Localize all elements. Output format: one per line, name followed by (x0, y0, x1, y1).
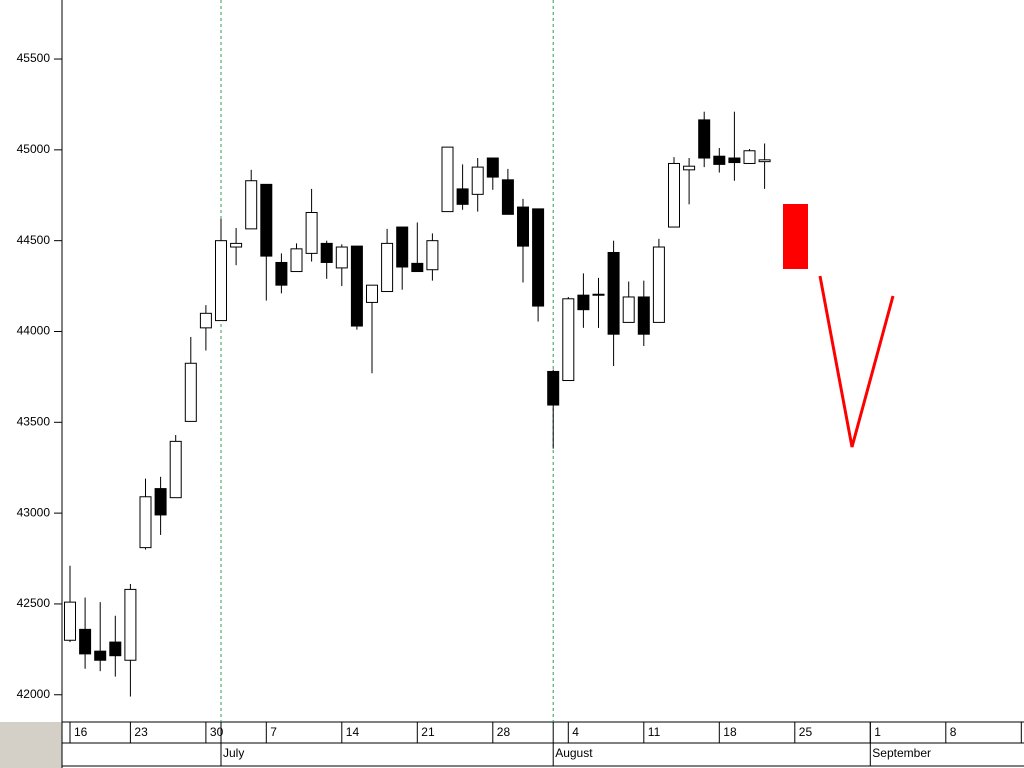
x-tick-label: 28 (497, 725, 511, 739)
candle-body (577, 294, 590, 311)
y-tick-label: 44000 (17, 324, 51, 338)
candle-body (501, 179, 514, 215)
month-label: September (872, 746, 931, 760)
candle-body (668, 162, 680, 228)
candle-body (758, 159, 771, 163)
candle-body (441, 146, 454, 213)
candle-body (683, 165, 696, 171)
candle-body (652, 246, 665, 323)
candle-body (426, 240, 439, 271)
y-tick-label: 45000 (17, 142, 51, 156)
candle-body (79, 628, 92, 655)
candle-body (607, 251, 620, 335)
x-tick-label: 16 (74, 725, 88, 739)
candle-body (486, 157, 499, 178)
candle-body (245, 180, 258, 230)
x-tick-label: 11 (648, 725, 661, 739)
candle-body (562, 298, 575, 382)
x-tick-label: 4 (572, 725, 579, 739)
annotation-line (818, 275, 895, 448)
candle-body (215, 240, 227, 322)
annotation-box (783, 204, 808, 269)
y-tick-label: 45500 (17, 51, 51, 65)
y-tick-label: 42000 (17, 687, 51, 701)
candle-body (728, 157, 741, 164)
candle-body (411, 262, 424, 273)
x-tick-label: 30 (210, 725, 224, 739)
candle-body (184, 362, 197, 422)
x-tick-label: 23 (134, 725, 148, 739)
candle-body (532, 208, 545, 307)
candle-body (335, 246, 348, 269)
candle-body (381, 242, 394, 293)
candle-body (124, 588, 137, 661)
candle-body (396, 226, 409, 268)
candle-body (154, 488, 167, 516)
candle-body (109, 641, 122, 657)
candle-body (471, 166, 484, 195)
corner (0, 722, 62, 768)
x-tick-label: 14 (346, 725, 360, 739)
candle-body (637, 296, 650, 335)
x-tick-label: 21 (421, 725, 435, 739)
x-tick-label: 7 (270, 725, 277, 739)
candle-body (456, 188, 469, 205)
y-tick-label: 43000 (17, 505, 51, 519)
candle-body (698, 119, 711, 159)
candle-body (260, 183, 273, 257)
candle-body (743, 150, 756, 164)
month-label: August (555, 746, 593, 760)
y-tick-label: 44500 (17, 233, 51, 247)
candle-body (320, 242, 333, 263)
candle-body (517, 206, 529, 247)
x-tick-label: 8 (950, 725, 957, 739)
candle-body (622, 296, 635, 323)
candle-body (230, 242, 243, 248)
x-tick-label: 25 (799, 725, 813, 739)
candle-body (290, 248, 303, 273)
candle-body (169, 440, 182, 499)
month-label: July (223, 746, 244, 760)
candle-body (350, 245, 363, 327)
x-tick-label: 18 (723, 725, 737, 739)
candle-body (547, 370, 560, 406)
y-tick-label: 43500 (17, 414, 51, 428)
candle-body (275, 261, 288, 286)
candle-body (139, 496, 152, 549)
candle-body (64, 601, 76, 641)
y-tick-label: 42500 (17, 596, 51, 610)
candle-body (713, 155, 726, 165)
candle-body (305, 212, 318, 254)
x-tick-label: 1 (874, 725, 881, 739)
candle-body (366, 284, 378, 303)
candle-body (592, 293, 605, 296)
candle-body (94, 650, 107, 661)
candle-body (199, 312, 212, 329)
